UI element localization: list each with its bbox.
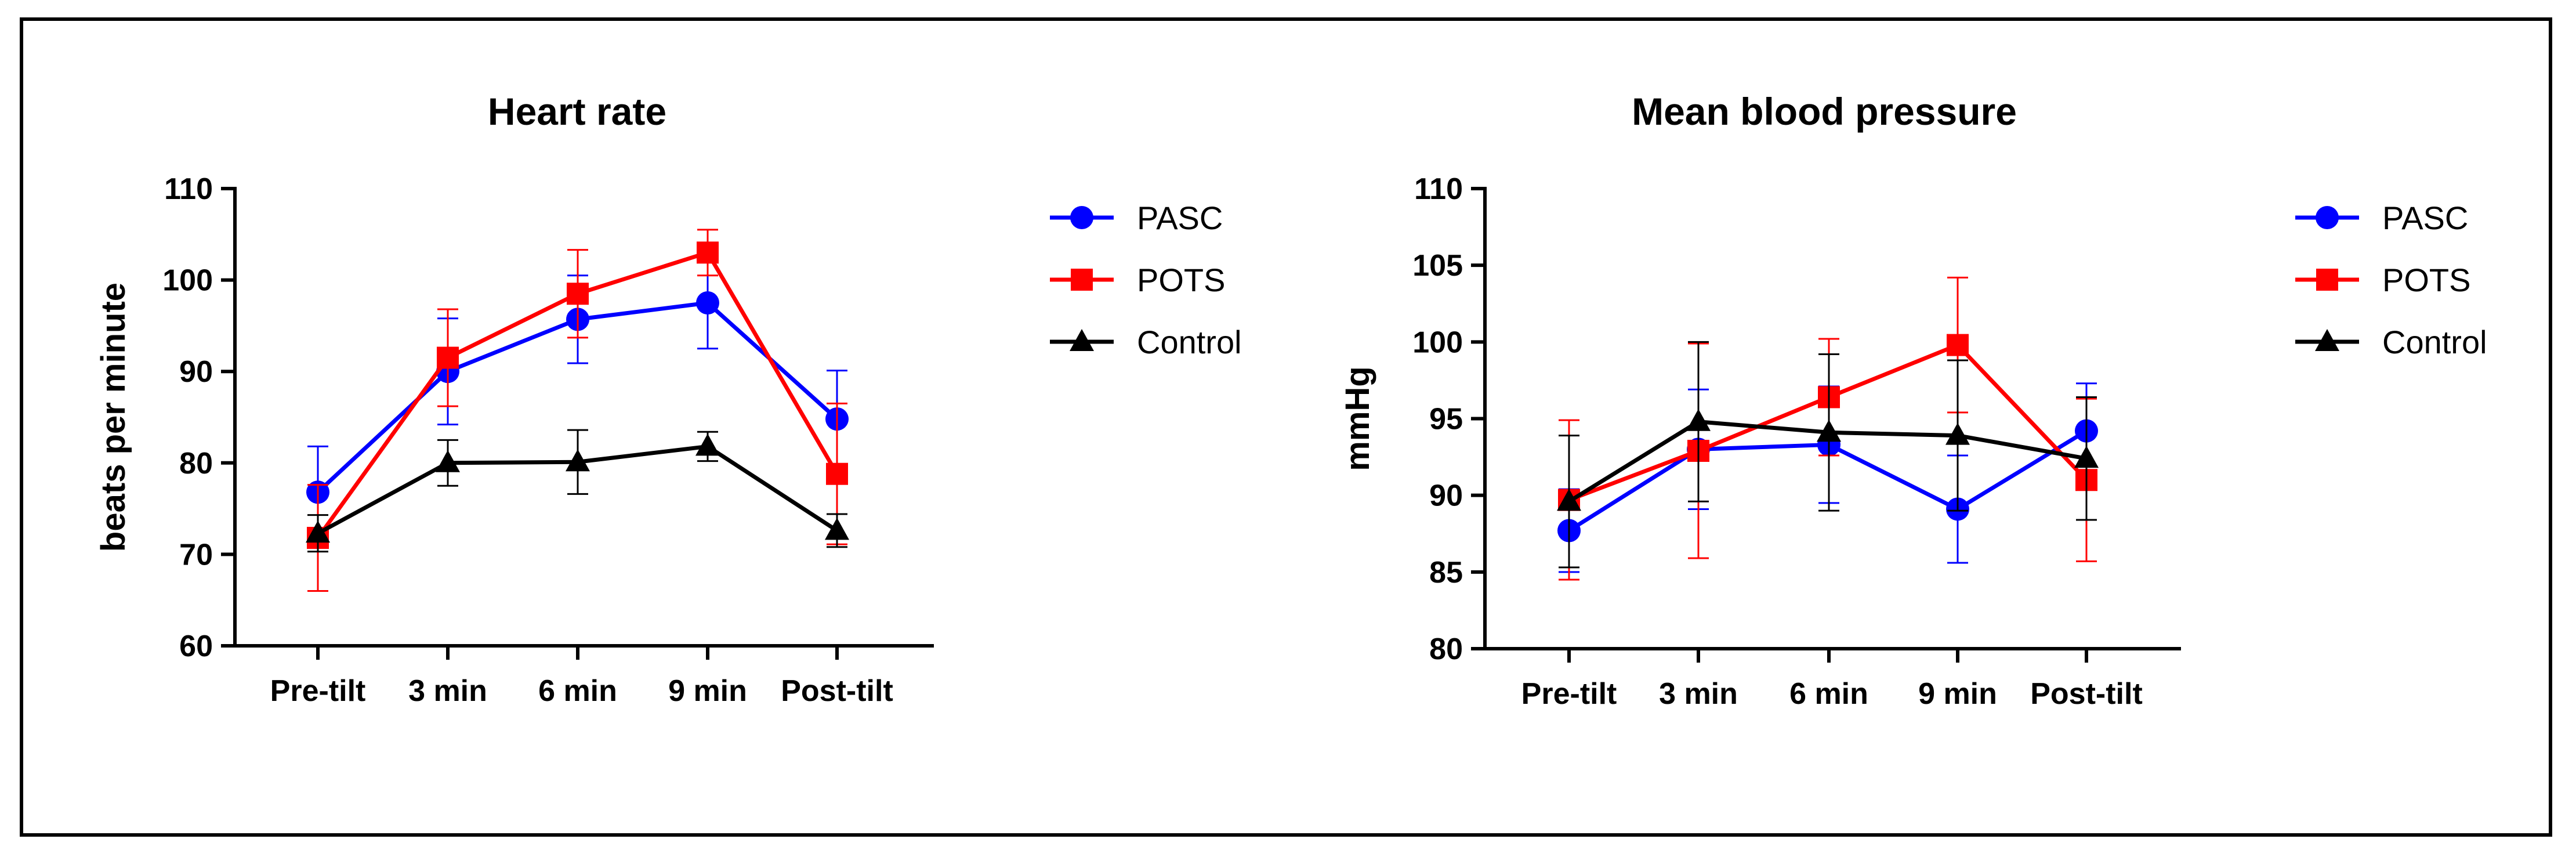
data-point-9-min — [1945, 422, 1970, 445]
legend-marker — [2316, 206, 2339, 229]
x-tick-label-post-tilt: Post-tilt — [2030, 677, 2143, 711]
chart-title: Mean blood pressure — [1632, 90, 2017, 133]
legend-item-pots: POTS — [1050, 262, 1225, 298]
legend-label: Control — [2382, 324, 2487, 360]
data-point-9-min — [697, 241, 719, 264]
data-point-9-min — [695, 433, 720, 456]
data-point-pre-tilt — [1557, 489, 1581, 511]
series-pasc — [1557, 382, 2098, 573]
x-tick-label-6-min: 6 min — [538, 674, 617, 708]
data-point-6-min — [567, 283, 589, 305]
legend-item-pasc: PASC — [1050, 200, 1223, 236]
legend-item-control: Control — [2295, 324, 2487, 360]
y-tick-label: 100 — [1412, 326, 1463, 359]
series-control — [306, 429, 849, 553]
y-tick-label: 100 — [162, 264, 213, 298]
data-point-9-min — [696, 291, 719, 314]
y-tick-label: 80 — [1429, 632, 1463, 666]
y-tick-label: 80 — [179, 447, 213, 480]
x-tick-label-9-min: 9 min — [668, 674, 747, 708]
y-tick-label: 110 — [164, 172, 213, 206]
legend-item-pots: POTS — [2295, 262, 2470, 298]
x-tick-label-3-min: 3 min — [408, 674, 487, 708]
y-tick-label: 90 — [179, 355, 213, 389]
data-point-6-min — [566, 449, 590, 472]
legend-label: POTS — [1137, 262, 1225, 298]
x-tick-label-6-min: 6 min — [1789, 677, 1868, 711]
y-axis-label: beats per minute — [95, 283, 132, 552]
legend-label: POTS — [2382, 262, 2470, 298]
x-tick-label-3-min: 3 min — [1659, 677, 1738, 711]
data-point-pre-tilt — [306, 520, 330, 543]
legend-label: Control — [1137, 324, 1242, 360]
legend-item-control: Control — [1050, 324, 1242, 360]
legend-marker — [2316, 269, 2338, 291]
data-point-post-tilt — [825, 518, 849, 540]
legend-marker — [2315, 329, 2339, 351]
legend-marker — [1070, 329, 1094, 351]
y-tick-label: 85 — [1429, 556, 1463, 590]
y-tick-label: 110 — [1414, 172, 1463, 206]
series-control — [1557, 341, 2099, 569]
series-pots — [307, 229, 848, 592]
chart-title: Heart rate — [488, 90, 666, 133]
data-point-9-min — [1947, 334, 1969, 356]
y-tick-label: 60 — [179, 630, 213, 663]
y-axis-label: mmHg — [1339, 366, 1376, 471]
legend-label: PASC — [1137, 200, 1223, 236]
legend-label: PASC — [2382, 200, 2468, 236]
y-tick-label: 70 — [179, 538, 213, 572]
y-tick-label: 105 — [1412, 249, 1463, 283]
x-tick-label-9-min: 9 min — [1918, 677, 1997, 711]
chart-mean-blood-pressure: Mean blood pressure mmHg 80 85 90 95 100 105 110… — [1339, 90, 2487, 711]
x-tick-label-post-tilt: Post-tilt — [781, 674, 893, 708]
data-point-post-tilt — [2074, 446, 2099, 468]
data-point-3-min — [436, 450, 460, 472]
x-tick-label-pre-tilt: Pre-tilt — [270, 674, 366, 708]
data-point-post-tilt — [826, 462, 848, 485]
y-tick-label: 95 — [1429, 403, 1463, 436]
legend-marker — [1071, 269, 1093, 291]
legend-marker — [1070, 206, 1093, 229]
figure-frame — [20, 17, 2552, 837]
data-point-3-min — [1686, 408, 1711, 431]
chart-heart-rate: Heart rate beats per minute 60 70 80 90 100 110… — [95, 90, 1242, 708]
legend-item-pasc: PASC — [2295, 200, 2468, 236]
y-tick-label: 90 — [1429, 479, 1463, 513]
x-tick-label-pre-tilt: Pre-tilt — [1521, 677, 1617, 711]
data-point-6-min — [1817, 420, 1841, 442]
data-point-3-min — [437, 346, 459, 369]
